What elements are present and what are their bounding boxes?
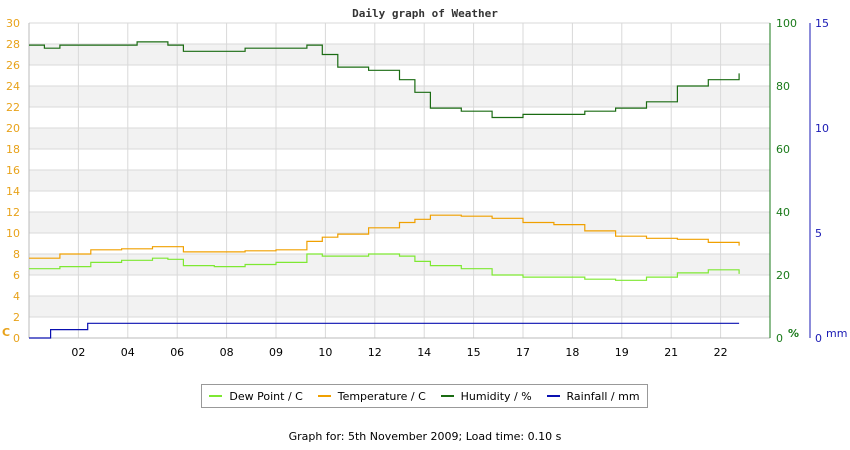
legend-label-humidity: Humidity / %	[460, 389, 532, 403]
x-tick-label: 21	[664, 346, 678, 359]
series-line-rainfall	[29, 322, 740, 339]
chart-title: Daily graph of Weather	[352, 7, 498, 20]
y-tick-label-rainfall: 0	[815, 332, 822, 345]
x-tick-label: 06	[170, 346, 184, 359]
x-tick-label: 19	[615, 346, 629, 359]
x-tick-label: 12	[368, 346, 382, 359]
y-tick-label-humidity: 60	[776, 143, 790, 156]
x-tick-label: 15	[467, 346, 481, 359]
y-tick-label-humidity: 80	[776, 80, 790, 93]
y-tick-label-rainfall: 10	[815, 122, 829, 135]
x-tick-label: 10	[318, 346, 332, 359]
x-tick-label: 14	[417, 346, 431, 359]
legend-swatch-temperature	[317, 395, 331, 397]
y-tick-label-left: 18	[6, 143, 20, 156]
y-tick-label-left: 24	[6, 80, 20, 93]
y-tick-label-rainfall: 5	[815, 227, 822, 240]
series-line-dew-point	[29, 253, 740, 281]
y-tick-label-left: 6	[13, 269, 20, 282]
y-tick-label-left: 20	[6, 122, 20, 135]
x-tick-label: 22	[714, 346, 728, 359]
unit-label-rainfall: mm	[826, 327, 847, 340]
legend-item-dew-point: Dew Point / C	[209, 389, 303, 403]
y-tick-label-left: 30	[6, 17, 20, 30]
tick-labels: 02 04 06 08 09 10 12 14 15 17 18 19 21 22024681012141…	[2, 17, 847, 359]
legend-swatch-dew-point	[209, 395, 223, 397]
axes	[28, 23, 811, 339]
grid-band	[29, 86, 770, 107]
y-tick-label-rainfall: 15	[815, 17, 829, 30]
series-line-temperature	[29, 214, 740, 259]
unit-label-left: C	[2, 326, 10, 339]
x-tick-label: 02	[71, 346, 85, 359]
y-tick-label-left: 26	[6, 59, 20, 72]
grid-band	[29, 170, 770, 191]
series-lines	[29, 41, 740, 339]
legend: Dew Point / C Temperature / C Humidity /…	[201, 384, 648, 408]
y-tick-label-humidity: 0	[776, 332, 783, 345]
y-tick-label-left: 8	[13, 248, 20, 261]
y-tick-label-humidity: 100	[776, 17, 797, 30]
y-tick-label-left: 2	[13, 311, 20, 324]
y-tick-label-left: 10	[6, 227, 20, 240]
y-tick-label-humidity: 40	[776, 206, 790, 219]
unit-label-humidity: %	[788, 327, 799, 340]
grid-bands	[29, 44, 770, 317]
legend-item-temperature: Temperature / C	[317, 389, 426, 403]
legend-label-rainfall: Rainfall / mm	[566, 389, 640, 403]
legend-item-humidity: Humidity / %	[440, 389, 532, 403]
y-tick-label-left: 16	[6, 164, 20, 177]
x-tick-label: 04	[121, 346, 135, 359]
x-tick-label: 08	[220, 346, 234, 359]
footer-status: Graph for: 5th November 2009; Load time:…	[288, 430, 562, 443]
legend-label-dew-point: Dew Point / C	[229, 389, 303, 403]
y-tick-label-left: 4	[13, 290, 20, 303]
legend-swatch-rainfall	[546, 395, 560, 397]
legend-item-rainfall: Rainfall / mm	[546, 389, 640, 403]
y-tick-label-left: 28	[6, 38, 20, 51]
legend-swatch-humidity	[440, 395, 454, 397]
grid-band	[29, 296, 770, 317]
grid-band	[29, 128, 770, 149]
y-tick-label-left: 14	[6, 185, 20, 198]
series-line-humidity	[29, 41, 740, 119]
x-tick-label: 18	[565, 346, 579, 359]
grid-band	[29, 254, 770, 275]
y-tick-label-left: 22	[6, 101, 20, 114]
legend-label-temperature: Temperature / C	[337, 389, 426, 403]
y-tick-label-left: 12	[6, 206, 20, 219]
y-tick-label-left: 0	[13, 332, 20, 345]
y-tick-label-humidity: 20	[776, 269, 790, 282]
x-tick-label: 09	[269, 346, 283, 359]
x-tick-label: 17	[516, 346, 530, 359]
grid-band	[29, 44, 770, 65]
